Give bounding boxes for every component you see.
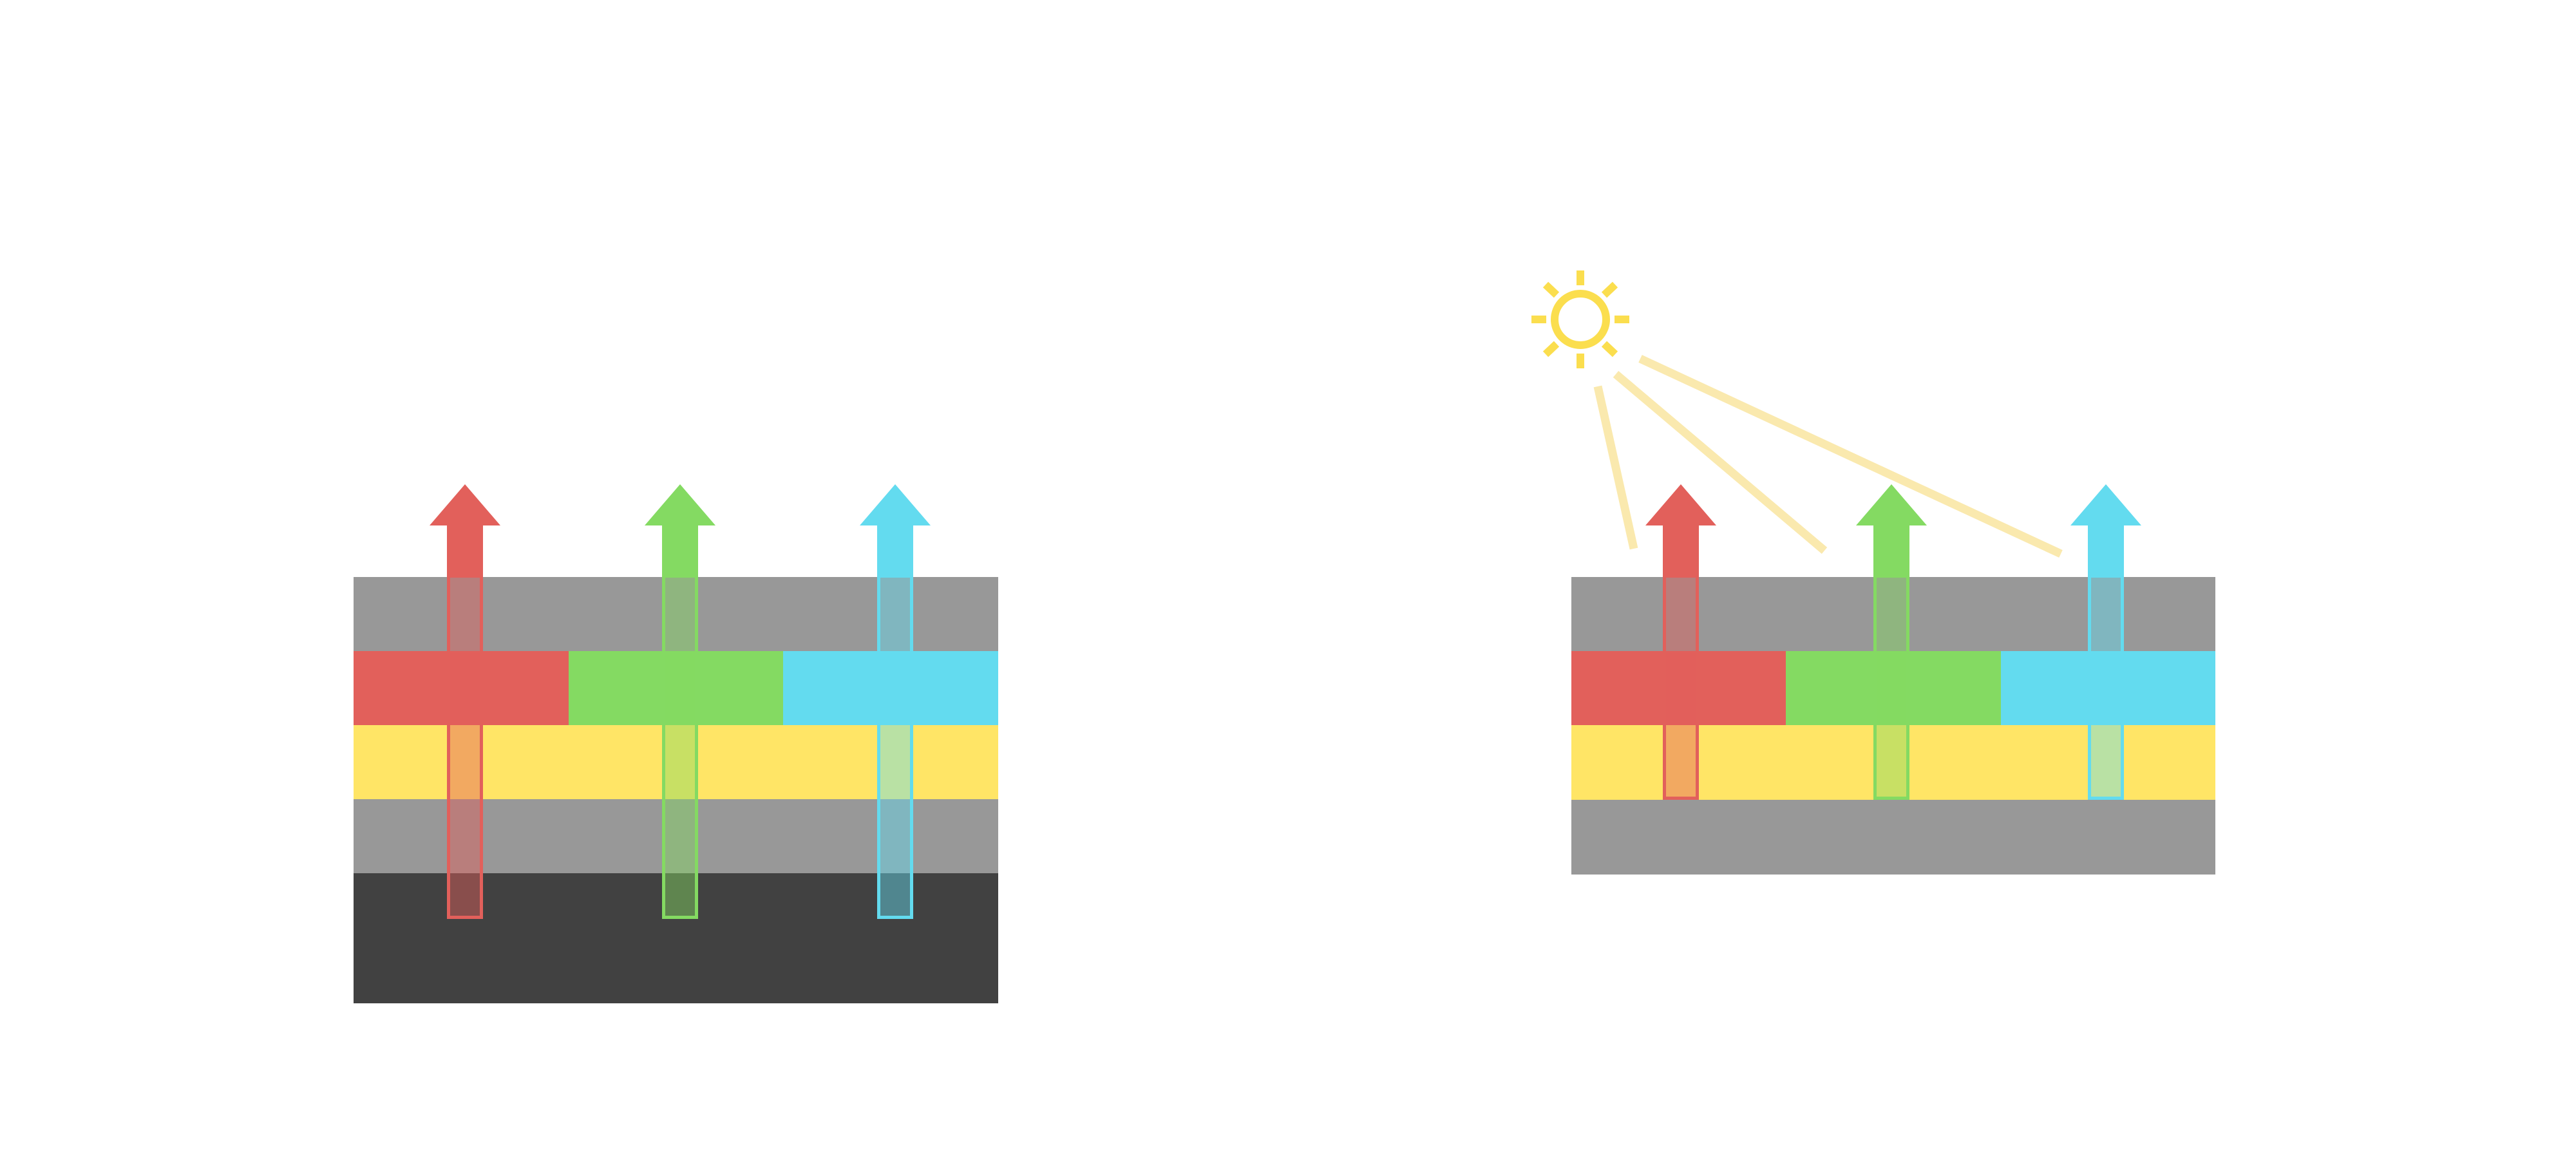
reflective-blue-subpixel	[2000, 651, 2215, 725]
right-red-arrow-beam	[1663, 577, 1699, 800]
emissive-green-subpixel	[568, 651, 784, 725]
reflective-yellow-layer	[1571, 725, 2215, 800]
left-blue-arrow-shaft	[877, 525, 913, 578]
emissive-dark-substrate-layer	[354, 873, 998, 1003]
right-blue-arrow-shaft	[2088, 525, 2124, 578]
sun-spoke-sw	[1542, 341, 1560, 357]
sunlight-beam-1	[1593, 385, 1638, 550]
emissive-rgb-pixel-layer	[354, 651, 999, 725]
emissive-bottom-gray-layer	[354, 799, 998, 873]
left-red-arrow-beam	[447, 577, 483, 919]
right-blue-arrow-head	[2070, 484, 2141, 525]
sun-disc	[1551, 290, 1610, 349]
sun-spoke-nw	[1542, 281, 1560, 298]
right-blue-arrow-beam	[2088, 577, 2124, 800]
right-green-arrow-beam	[1873, 577, 1909, 800]
left-blue-arrow-beam	[877, 577, 913, 919]
emissive-blue-subpixel	[783, 651, 999, 725]
left-green-arrow-head	[645, 484, 715, 525]
left-red-arrow-shaft	[447, 525, 483, 578]
reflective-green-subpixel	[1786, 651, 2001, 725]
reflective-display-stack	[1571, 577, 2215, 875]
right-red-arrow-head	[1645, 484, 1716, 525]
emissive-display-stack	[354, 577, 999, 1003]
right-green-arrow-head	[1856, 484, 1927, 525]
reflective-rgb-pixel-layer	[1571, 651, 2215, 725]
left-green-arrow-beam	[662, 577, 698, 919]
sun-icon	[1531, 270, 1629, 368]
emissive-red-subpixel	[354, 651, 569, 725]
reflective-bottom-gray-layer	[1571, 800, 2215, 875]
right-red-arrow-shaft	[1663, 525, 1699, 578]
reflective-red-subpixel	[1571, 651, 1786, 725]
left-blue-arrow-head	[860, 484, 931, 525]
sun-spoke-ne	[1601, 281, 1618, 298]
reflective-top-gray-layer	[1571, 577, 2215, 651]
left-red-arrow-head	[430, 484, 500, 525]
left-green-arrow-shaft	[662, 525, 698, 578]
emissive-yellow-layer	[354, 725, 998, 799]
sun-spoke-se	[1601, 341, 1618, 357]
emissive-top-gray-layer	[354, 577, 998, 651]
right-green-arrow-shaft	[1873, 525, 1909, 578]
